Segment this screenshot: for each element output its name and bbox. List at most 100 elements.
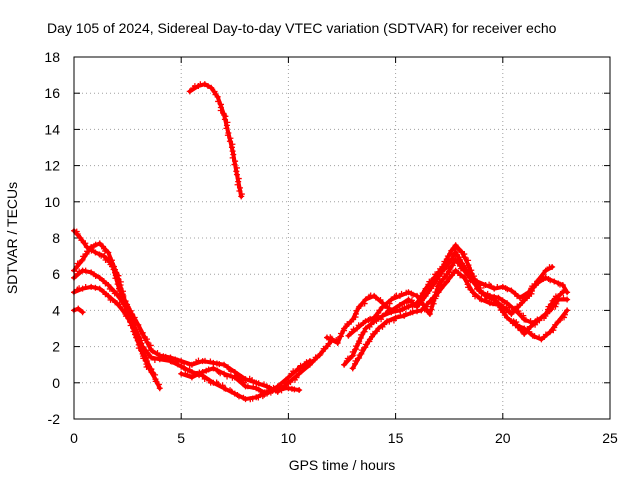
data-point-marker: [453, 251, 460, 258]
data-point-marker: [257, 387, 264, 394]
data-point-marker: [293, 374, 300, 381]
data-point-marker: [426, 278, 433, 285]
data-point-marker: [126, 312, 133, 319]
data-point-marker: [82, 267, 89, 274]
data-point-marker: [465, 284, 472, 291]
data-point-marker: [422, 306, 429, 313]
data-point-marker: [255, 380, 262, 387]
data-point-marker: [458, 248, 465, 255]
data-point-marker: [532, 321, 539, 328]
data-point-marker: [414, 308, 421, 315]
data-point-marker: [155, 381, 162, 388]
data-point-marker: [296, 387, 303, 394]
data-point-marker: [466, 274, 473, 281]
data-point-marker: [233, 171, 240, 178]
data-point-marker: [92, 284, 99, 291]
data-point-marker: [79, 285, 86, 292]
data-point-marker: [375, 325, 382, 332]
data-point-marker: [205, 82, 211, 89]
data-point-marker: [334, 336, 341, 343]
data-point-marker: [391, 307, 398, 314]
data-point-marker: [152, 378, 159, 385]
data-point-marker: [354, 325, 361, 332]
data-point-marker: [374, 312, 381, 319]
data-point-marker: [516, 310, 523, 317]
data-point-marker: [559, 289, 566, 296]
data-point-marker: [461, 267, 468, 274]
y-tick-label: 14: [44, 121, 60, 137]
data-point-marker: [238, 193, 245, 200]
data-point-marker: [441, 258, 448, 265]
data-point-marker: [368, 321, 375, 328]
data-point-marker: [508, 311, 515, 318]
data-point-marker: [320, 345, 327, 352]
data-point-marker: [113, 300, 120, 307]
data-point-marker: [297, 362, 304, 369]
data-point-marker: [490, 300, 497, 307]
data-point-marker: [542, 267, 549, 274]
data-point-marker: [78, 237, 85, 244]
data-point-marker: [504, 286, 511, 293]
data-point-marker: [405, 289, 412, 296]
data-point-marker: [255, 394, 262, 401]
data-point-marker: [524, 326, 531, 333]
data-point-marker: [510, 318, 517, 325]
data-point-marker: [386, 318, 393, 325]
data-point-marker: [75, 305, 82, 312]
data-point-marker: [199, 368, 206, 375]
data-point-marker: [552, 293, 559, 300]
data-point-marker: [184, 371, 191, 378]
data-point-marker: [290, 368, 297, 375]
data-point-marker: [205, 366, 212, 373]
data-point-marker: [285, 374, 292, 381]
data-point-marker: [542, 331, 549, 338]
y-tick-label: 0: [52, 375, 60, 391]
data-point-marker: [465, 264, 472, 271]
data-point-marker: [561, 311, 568, 318]
data-point-marker: [328, 335, 335, 342]
data-point-marker: [345, 332, 352, 339]
data-point-marker: [409, 291, 416, 298]
data-point-marker: [381, 321, 388, 328]
data-point-marker: [144, 339, 151, 346]
data-point-marker: [462, 271, 469, 278]
data-point-marker: [381, 302, 388, 309]
data-point-marker: [403, 299, 410, 306]
data-point-marker: [514, 321, 521, 328]
data-point-marker: [405, 296, 412, 303]
data-point-marker: [122, 305, 129, 312]
data-point-marker: [417, 296, 424, 303]
data-point-marker: [96, 240, 103, 247]
data-point-marker: [369, 333, 376, 340]
tick-labels: 0 5 10 15 20 25 -2 0 2 4 6 8 10 12 14 16 18: [44, 49, 618, 446]
data-point-marker: [139, 343, 146, 350]
data-point-marker: [564, 307, 571, 314]
data-point-marker: [497, 307, 504, 314]
data-point-marker: [372, 294, 379, 301]
data-point-marker: [263, 390, 270, 397]
data-point-marker: [143, 358, 150, 365]
data-point-marker: [352, 343, 359, 350]
data-point-marker: [456, 262, 463, 269]
data-point-marker: [109, 263, 116, 270]
data-point-marker: [358, 331, 365, 338]
data-point-marker: [270, 386, 277, 393]
data-point-marker: [73, 263, 80, 270]
data-point-marker: [231, 374, 238, 381]
data-point-marker: [388, 296, 395, 303]
data-point-marker: [520, 312, 527, 319]
data-point-marker: [480, 289, 487, 296]
series-branch-d: [71, 267, 303, 403]
grid-lines: [74, 57, 610, 419]
data-point-marker: [106, 285, 113, 292]
data-point-marker: [82, 283, 89, 290]
data-point-marker: [92, 249, 99, 256]
data-point-marker: [560, 294, 567, 301]
y-tick-label: 16: [44, 85, 60, 101]
data-point-marker: [420, 301, 427, 308]
data-point-marker: [143, 349, 150, 356]
data-point-marker: [231, 161, 238, 168]
data-point-marker: [144, 352, 151, 359]
data-point-marker: [564, 296, 571, 303]
data-point-marker: [101, 248, 108, 255]
